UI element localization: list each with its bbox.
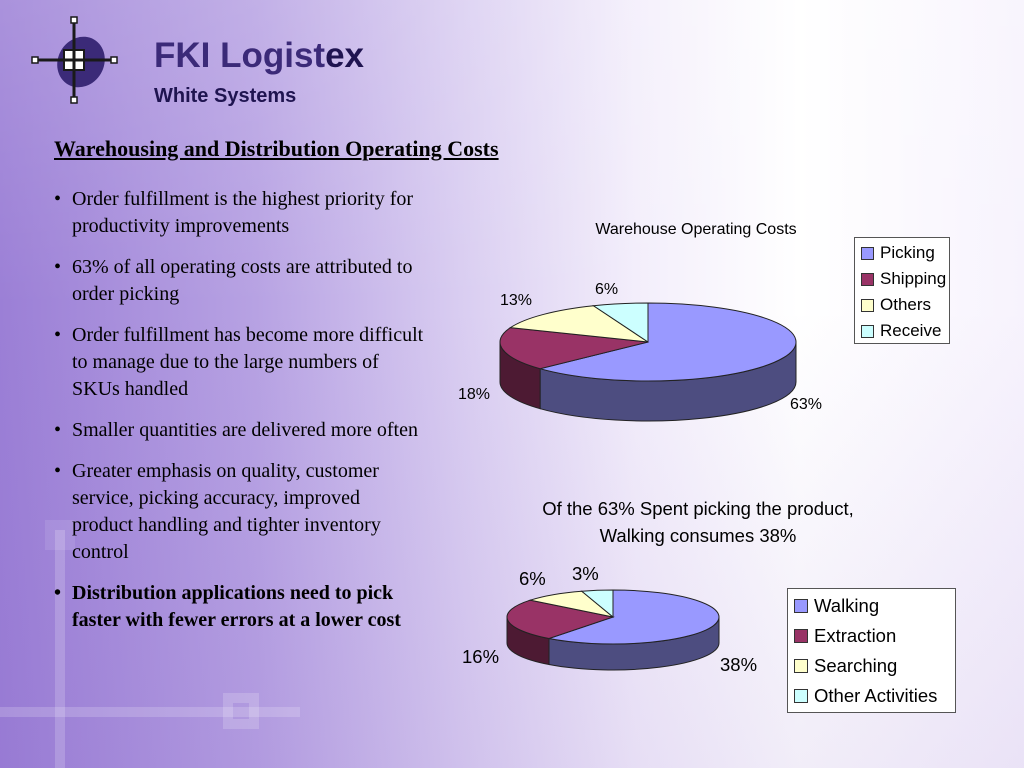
legend-swatch <box>861 272 874 286</box>
legend-warehouse-costs: Picking Shipping Others Receive <box>854 237 950 344</box>
chart-title-line-1: Of the 63% Spent picking the product, <box>542 498 854 519</box>
chart-title-warehouse-costs: Warehouse Operating Costs <box>595 221 797 238</box>
legend-item-others: Others <box>855 292 949 318</box>
pie-slice-picking <box>538 302 797 382</box>
logo-mark-icon <box>31 16 118 104</box>
data-label-extraction: 16% <box>462 646 500 667</box>
bullet-list: Order fulfillment is the highest priorit… <box>54 186 424 648</box>
legend-item-searching: Searching <box>788 651 955 681</box>
legend-swatch <box>794 659 808 673</box>
pie-slice-other-activities <box>580 589 614 619</box>
legend-item-shipping: Shipping <box>855 266 949 292</box>
pie-slice-extraction <box>506 599 615 640</box>
legend-swatch <box>861 298 874 312</box>
data-label-searching: 6% <box>519 568 546 589</box>
data-label-shipping: 18% <box>458 386 491 403</box>
legend-item-extraction: Extraction <box>788 621 955 651</box>
data-label-walking: 38% <box>720 654 758 675</box>
legend-label: Others <box>880 295 932 314</box>
logo-subtitle: White Systems <box>154 85 297 107</box>
pie-slice-receive <box>592 302 649 343</box>
legend-label: Other Activities <box>814 685 938 706</box>
bullet-item: Distribution applications need to pick f… <box>54 580 424 634</box>
chart-title-picking-breakdown: Of the 63% Spent picking the product, Wa… <box>500 495 896 549</box>
legend-label: Shipping <box>880 269 947 288</box>
legend-item-picking: Picking <box>855 240 949 266</box>
pie-slice-shipping <box>499 327 649 370</box>
legend-swatch <box>794 629 808 643</box>
legend-item-other-activities: Other Activities <box>788 681 955 711</box>
legend-label: Receive <box>880 321 942 340</box>
legend-swatch <box>861 324 874 338</box>
data-label-other-activities: 3% <box>572 563 599 584</box>
bullet-item: Greater emphasis on quality, customer se… <box>54 458 424 566</box>
legend-swatch <box>794 599 808 613</box>
legend-swatch <box>794 689 808 703</box>
data-label-others: 13% <box>500 292 533 309</box>
data-label-receive: 6% <box>595 281 619 298</box>
bullet-item: 63% of all operating costs are attribute… <box>54 254 424 308</box>
chart-title-line-2: Walking consumes 38% <box>599 525 797 546</box>
company-logo: FKI Logistex White Systems <box>30 16 364 107</box>
legend-swatch <box>861 246 874 260</box>
data-label-picking: 63% <box>790 396 823 413</box>
legend-label: Extraction <box>814 625 897 646</box>
legend-label: Picking <box>880 243 935 262</box>
legend-label: Searching <box>814 655 898 676</box>
legend-item-receive: Receive <box>855 318 949 344</box>
legend-item-walking: Walking <box>788 591 955 621</box>
bullet-item: Smaller quantities are delivered more of… <box>54 417 424 444</box>
logo-wordmark: FKI Logistex <box>154 36 365 75</box>
bullet-item: Order fulfillment is the highest priorit… <box>54 186 424 240</box>
slide-title: Warehousing and Distribution Operating C… <box>54 136 499 161</box>
pie-slice-walking <box>547 589 720 645</box>
legend-label: Walking <box>814 595 880 616</box>
pie-slice-others <box>508 305 649 343</box>
legend-picking-breakdown: Walking Extraction Searching Other Activiti… <box>787 588 956 713</box>
bullet-item: Order fulfillment has become more diffic… <box>54 322 424 403</box>
